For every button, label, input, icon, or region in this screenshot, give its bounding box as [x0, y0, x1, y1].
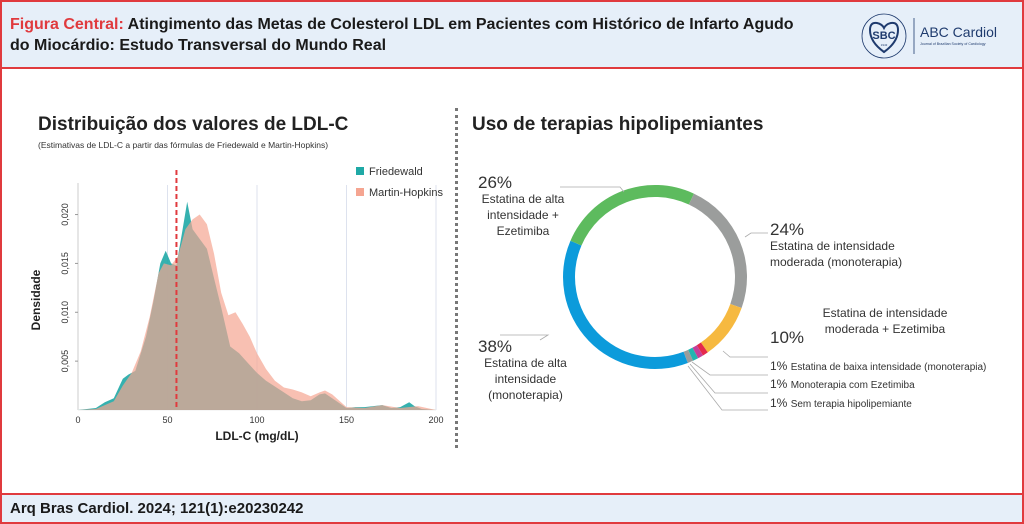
label-low-mono: 1% Estatina de baixa intensidade (monote…: [770, 359, 987, 373]
header: Figura Central: Atingimento das Metas de…: [0, 0, 1024, 69]
leader-line: [691, 361, 768, 376]
donut-slice: [688, 347, 699, 361]
figure-title: Figura Central: Atingimento das Metas de…: [10, 16, 794, 54]
label-moderate-ezetimiba: Estatina de intensidade moderada + Ezeti…: [822, 306, 948, 336]
donut-slice: [696, 342, 708, 356]
left-heading: Distribuição dos valores de LDL-C: [38, 114, 349, 135]
x-tick-label: 0: [75, 415, 80, 425]
density-chart: 0 50 100 150 200 0,005 0,010 0,015 0,020 Friedewa…: [29, 166, 444, 443]
section-divider: [455, 108, 458, 448]
footer: Arq Bras Cardiol. 2024; 121(1):e20230242: [0, 493, 1024, 524]
x-tick-label: 50: [162, 415, 172, 425]
donut-chart: [500, 185, 768, 411]
label-high-ezetimiba: 26% Estatina de alta intensidade + Ezeti…: [478, 173, 565, 238]
legend-swatch: [356, 188, 364, 196]
svg-text:1943: 1943: [881, 43, 888, 47]
density-area-martin-hopkins: [78, 214, 436, 410]
journal-logo: SBC 1943 ABC Cardiol Journal of Brazilia…: [861, 13, 997, 59]
label-no-therapy: 1% Sem terapia hipolipemiante: [770, 396, 912, 410]
legend-label: Friedewald: [369, 166, 423, 178]
leader-line: [687, 365, 768, 411]
donut-slice: [692, 345, 704, 359]
x-tick-label: 100: [249, 415, 264, 425]
y-tick-label: 0,015: [60, 252, 70, 275]
donut-slice: [563, 240, 688, 369]
x-tick-label: 150: [339, 415, 354, 425]
svg-text:SBC: SBC: [872, 30, 895, 42]
pct-moderate-ezetimiba: 10%: [770, 328, 805, 347]
legend-label: Martin-Hopkins: [369, 187, 443, 199]
legend-swatch: [356, 167, 364, 175]
donut-slice: [688, 193, 747, 309]
right-heading: Uso de terapias hipolipemiantes: [472, 114, 764, 135]
label-ezetimiba-mono: 1% Monoterapia com Ezetimiba: [770, 377, 915, 391]
y-axis-title: Densidade: [29, 269, 43, 330]
donut-slice: [570, 185, 694, 246]
leader-line: [560, 186, 625, 193]
x-axis-title: LDL-C (mg/dL): [215, 429, 298, 443]
donut-slice: [700, 303, 742, 353]
y-tick-label: 0,010: [60, 301, 70, 324]
label-moderate-mono: 24% Estatina de intensidade moderada (mo…: [770, 220, 903, 269]
svg-text:ABC Cardiol: ABC Cardiol: [920, 24, 997, 40]
leader-line: [689, 363, 768, 394]
leader-line: [722, 350, 768, 358]
x-tick-label: 200: [428, 415, 443, 425]
label-high-mono: 38% Estatina de alta intensidade (monote…: [478, 337, 567, 402]
citation: Arq Bras Cardiol. 2024; 121(1):e20230242: [10, 500, 304, 517]
leader-line: [500, 334, 550, 341]
svg-text:Journal of Brazilian Society o: Journal of Brazilian Society of Cardiolo…: [920, 42, 986, 46]
leader-line: [744, 232, 768, 238]
sbc-seal-icon: [861, 13, 907, 59]
y-tick-label: 0,020: [60, 203, 70, 226]
y-tick-label: 0,005: [60, 350, 70, 373]
donut-slice: [683, 349, 694, 363]
left-subheading: (Estimativas de LDL-C a partir das fórmu…: [38, 140, 329, 150]
main-panel: [0, 69, 1024, 493]
